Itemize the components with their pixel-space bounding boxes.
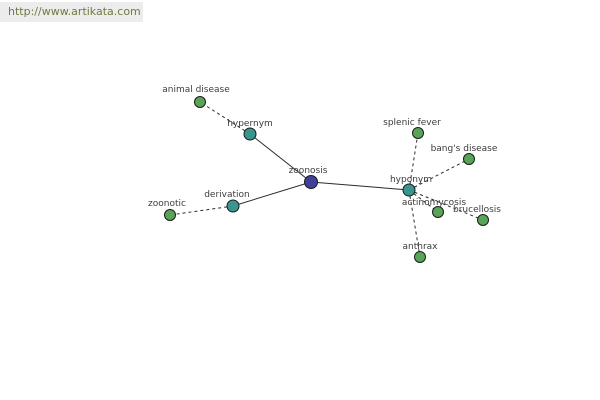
url-address-field[interactable]: http://www.artikata.com [0,2,143,22]
node-label-hyponym[interactable]: hyponym [390,175,432,185]
node-derivation[interactable] [226,199,240,213]
node-anthrax[interactable] [414,251,426,263]
node-brucellosis[interactable] [477,214,489,226]
edge-zoonosis-derivation [232,181,312,207]
node-zoonotic[interactable] [164,209,176,221]
edge-zoonosis-hypernym [249,133,312,183]
node-animal-disease[interactable] [194,96,206,108]
edge-derivation-zoonotic [169,205,234,216]
node-label-zoonosis[interactable]: zoonosis [289,166,328,176]
node-label-zoonotic[interactable]: zoonotic [148,199,186,209]
node-label-animal-disease[interactable]: animal disease [162,85,230,95]
node-splenic-fever[interactable] [412,127,424,139]
edge-hyponym-brucellosis [408,189,484,221]
node-label-hypernym[interactable]: hypernym [227,119,273,129]
edge-hypernym-animal-disease [199,101,251,135]
edge-hyponym-splenic-fever [408,132,419,191]
node-bangs-disease[interactable] [463,153,475,165]
node-label-bangs-disease[interactable]: bang's disease [431,144,498,154]
node-label-splenic-fever[interactable]: splenic fever [383,118,441,128]
node-hyponym[interactable] [402,183,416,197]
node-label-derivation[interactable]: derivation [204,190,250,200]
node-actinomycosis[interactable] [432,206,444,218]
node-zoonosis[interactable] [304,175,318,189]
edge-hyponym-anthrax [408,189,421,258]
node-hypernym[interactable] [243,127,257,141]
node-label-actinomycosis[interactable]: actinomycosis [402,198,466,208]
node-label-anthrax[interactable]: anthrax [403,242,439,252]
edge-zoonosis-hyponym [310,181,410,191]
edge-hyponym-bangs-disease [408,158,470,191]
node-label-brucellosis[interactable]: brucellosis [453,205,501,215]
